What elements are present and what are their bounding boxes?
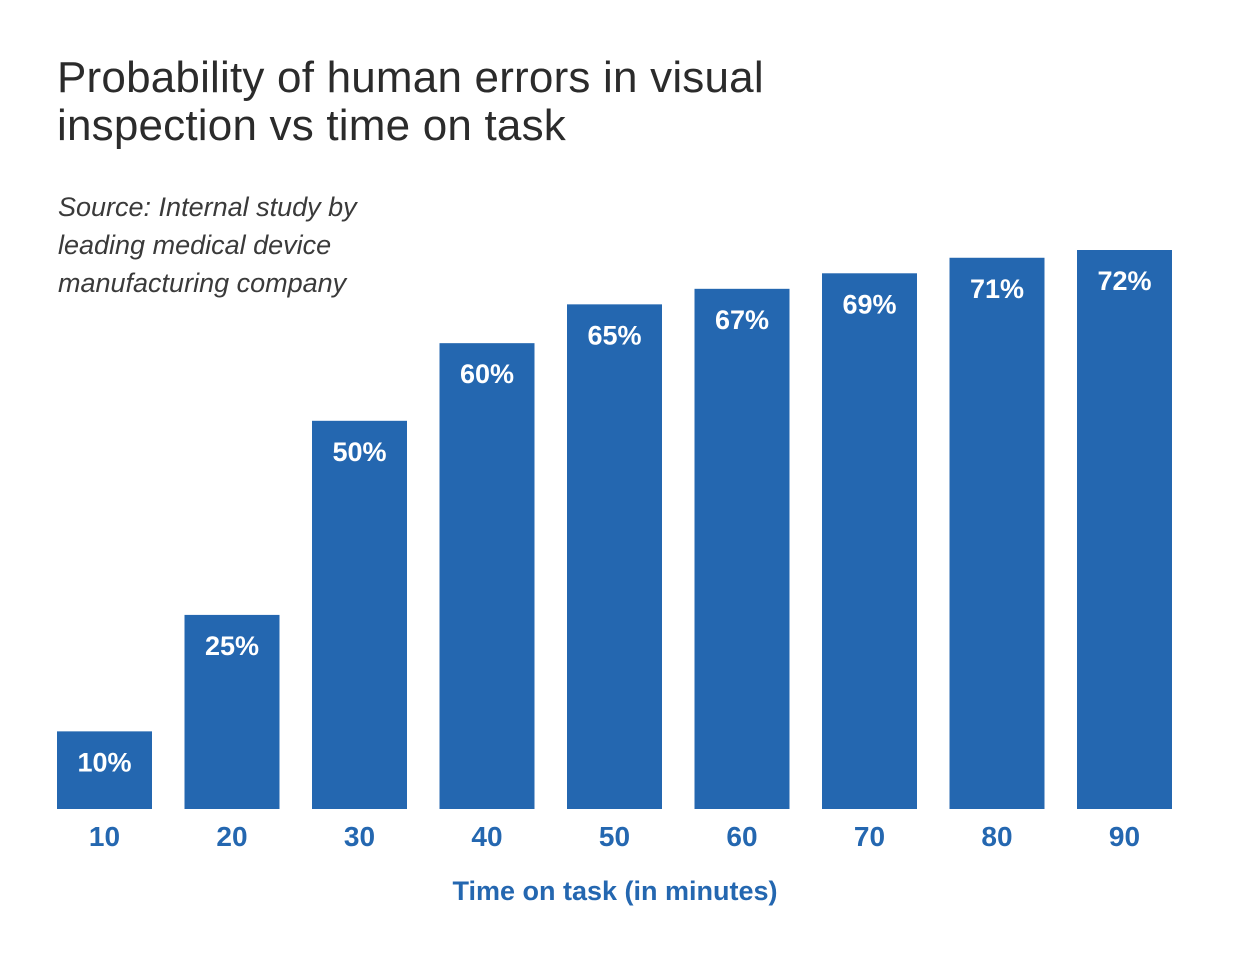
bar-value-label: 69% xyxy=(842,289,896,319)
chart-source-note: Source: Internal study by leading medica… xyxy=(58,192,357,298)
bar-value-label: 60% xyxy=(460,359,514,389)
bar-value-label: 10% xyxy=(77,747,131,777)
x-tick-label: 20 xyxy=(216,821,247,852)
bar-value-label: 25% xyxy=(205,631,259,661)
x-tick-label: 30 xyxy=(344,821,375,852)
bar-60 xyxy=(694,288,790,809)
bar-value-label: 50% xyxy=(332,437,386,467)
chart-title: Probability of human errors in visual in… xyxy=(57,53,764,150)
bar-80 xyxy=(949,257,1045,809)
x-tick-label: 40 xyxy=(471,821,502,852)
bar-30 xyxy=(312,420,407,809)
bar-value-label: 65% xyxy=(587,320,641,350)
bar-10 xyxy=(57,731,152,809)
x-tick-label: 80 xyxy=(981,821,1012,852)
bar-value-label: 72% xyxy=(1097,266,1151,296)
bars-group xyxy=(57,250,1172,810)
x-tick-label: 70 xyxy=(854,821,885,852)
x-tick-label: 90 xyxy=(1109,821,1140,852)
bar-value-label: 71% xyxy=(970,274,1024,304)
bar-20 xyxy=(184,614,280,809)
x-tick-label: 50 xyxy=(599,821,630,852)
bar-labels-group: 10% 25% 50% 60% 65% 67% 69% 71% 72% xyxy=(77,266,1151,777)
bar-90 xyxy=(1077,250,1172,809)
bar-40 xyxy=(439,343,535,809)
bar-70 xyxy=(822,273,917,810)
x-tick-label: 10 xyxy=(89,821,120,852)
bar-value-label: 67% xyxy=(715,305,769,335)
x-axis-ticks: 10 20 30 40 50 60 70 80 90 xyxy=(89,821,1140,852)
x-axis-title: Time on task (in minutes) xyxy=(452,876,777,906)
x-tick-label: 60 xyxy=(726,821,757,852)
bar-50 xyxy=(567,304,662,809)
